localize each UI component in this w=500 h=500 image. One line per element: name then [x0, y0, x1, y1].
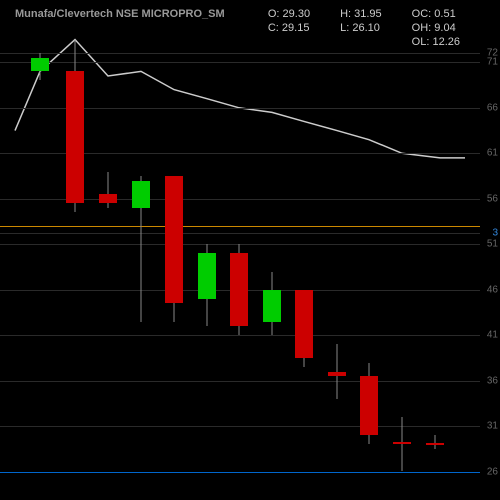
candle-body [328, 372, 346, 377]
y-axis-label: 71 [487, 57, 498, 68]
candle-body [31, 58, 49, 72]
candle-body [66, 71, 84, 203]
candle [99, 35, 117, 490]
candle [230, 35, 248, 490]
h-label: H: [340, 8, 351, 20]
o-label: O: [268, 8, 280, 20]
candle-body [263, 290, 281, 322]
candle-body [99, 194, 117, 203]
l-label: L: [340, 22, 349, 34]
candle-body [230, 253, 248, 326]
c-label: C: [268, 22, 279, 34]
oc-label: OC: [412, 8, 432, 20]
candle [165, 35, 183, 490]
candle-wick [402, 417, 403, 471]
h-value: 31.95 [354, 8, 382, 20]
candle [426, 35, 444, 490]
candle-body [132, 181, 150, 208]
candle [66, 35, 84, 490]
candle-body [393, 442, 411, 444]
o-value: 29.30 [283, 8, 311, 20]
candle-body [198, 253, 216, 299]
candle [393, 35, 411, 490]
y-axis-label: 66 [487, 102, 498, 113]
candle-body [165, 176, 183, 303]
y-axis-label: 61 [487, 148, 498, 159]
y-axis-label: 3 [492, 228, 498, 239]
chart-title: Munafa/Clevertech NSE MICROPRO_SM [15, 8, 225, 20]
y-axis-label: 26 [487, 466, 498, 477]
y-axis-label: 51 [487, 239, 498, 250]
candle [360, 35, 378, 490]
c-value: 29.15 [282, 22, 310, 34]
oh-label: OH: [412, 22, 432, 34]
l-value: 26.10 [352, 22, 380, 34]
candle [328, 35, 346, 490]
candle [132, 35, 150, 490]
candle [198, 35, 216, 490]
y-axis-label: 36 [487, 375, 498, 386]
y-axis-label: 46 [487, 284, 498, 295]
candle [295, 35, 313, 490]
chart-area [0, 35, 480, 490]
candle-body [295, 290, 313, 358]
y-axis-label: 31 [487, 421, 498, 432]
oc-value: 0.51 [434, 8, 455, 20]
y-axis-label: 41 [487, 330, 498, 341]
y-axis-label: 56 [487, 193, 498, 204]
candle [263, 35, 281, 490]
candle-body [426, 443, 444, 445]
candle-body [360, 376, 378, 435]
oh-value: 9.04 [434, 22, 455, 34]
candle [31, 35, 49, 490]
